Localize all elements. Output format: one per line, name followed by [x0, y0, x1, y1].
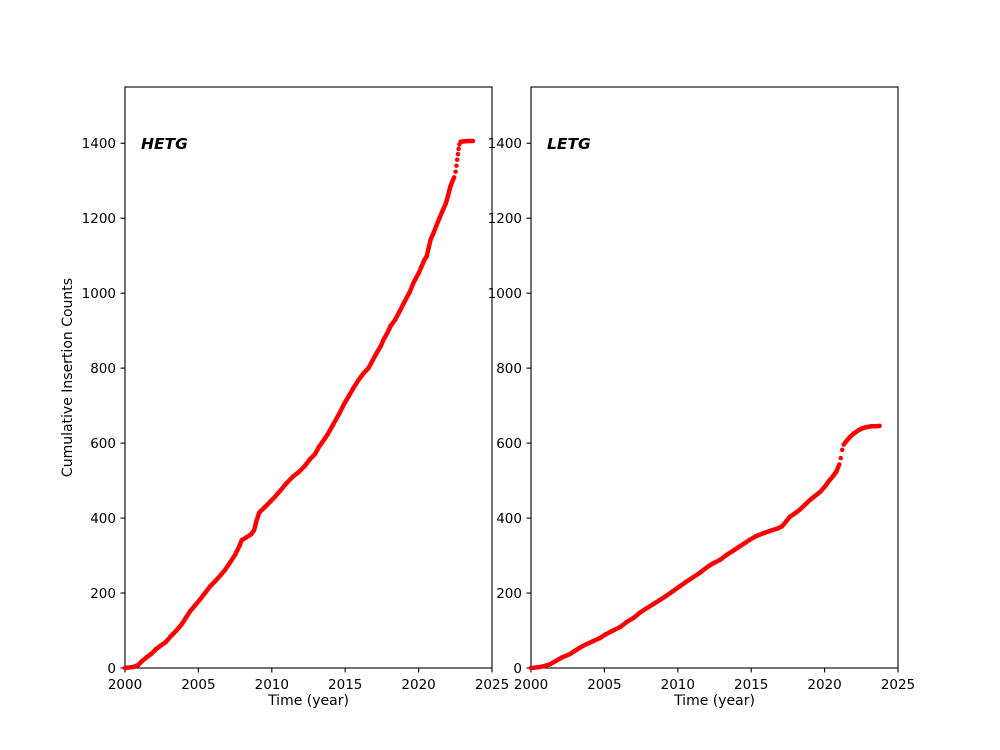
letg-x-tick-label-2020: 2020	[807, 677, 841, 693]
letg-x-tick-label-2025: 2025	[881, 677, 915, 693]
letg-y-tick-label-1400: 1400	[488, 136, 522, 152]
hetg-axes-spines	[124, 86, 493, 669]
hetg-y-tick-label-800: 800	[90, 361, 116, 377]
hetg-y-tick-label-1200: 1200	[82, 211, 116, 227]
hetg-x-tick-label-2025: 2025	[475, 677, 509, 693]
hetg-x-tick-label-2005: 2005	[181, 677, 215, 693]
letg-x-tick-label-2015: 2015	[734, 677, 768, 693]
hetg-x-tick-label-2015: 2015	[328, 677, 362, 693]
letg-axes-spines	[530, 86, 899, 669]
letg-y-tick-label-0: 0	[513, 661, 522, 677]
letg-xaxis-label: Time (year)	[673, 693, 755, 709]
letg-panel-title: LETG	[547, 135, 591, 153]
hetg-x-tick-label-2010: 2010	[255, 677, 289, 693]
hetg-series-dots	[122, 138, 476, 671]
letg-y-tick-label-400: 400	[496, 511, 522, 527]
hetg-panel-title: HETG	[141, 135, 188, 153]
hetg-y-tick-label-1400: 1400	[82, 136, 116, 152]
letg-x-tick-label-2005: 2005	[587, 677, 621, 693]
hetg-x-tick-label-2020: 2020	[401, 677, 435, 693]
letg-y-tick-label-600: 600	[496, 436, 522, 452]
hetg-y-tick-label-1000: 1000	[82, 286, 116, 302]
letg-x-tick-label-2010: 2010	[661, 677, 695, 693]
letg-y-tick-label-200: 200	[496, 586, 522, 602]
hetg-y-tick-label-600: 600	[90, 436, 116, 452]
letg-y-tick-label-800: 800	[496, 361, 522, 377]
hetg-y-tick-label-400: 400	[90, 511, 116, 527]
letg-series-dots	[528, 423, 882, 671]
hetg-y-tick-label-200: 200	[90, 586, 116, 602]
letg-x-tick-label-2000: 2000	[514, 677, 548, 693]
hetg-yaxis-label: Cumulative Insertion Counts	[60, 278, 76, 477]
hetg-xaxis-label: Time (year)	[267, 693, 349, 709]
hetg-x-tick-label-2000: 2000	[108, 677, 142, 693]
hetg-y-tick-label-0: 0	[107, 661, 116, 677]
letg-y-tick-label-1000: 1000	[488, 286, 522, 302]
letg-y-tick-label-1200: 1200	[488, 211, 522, 227]
